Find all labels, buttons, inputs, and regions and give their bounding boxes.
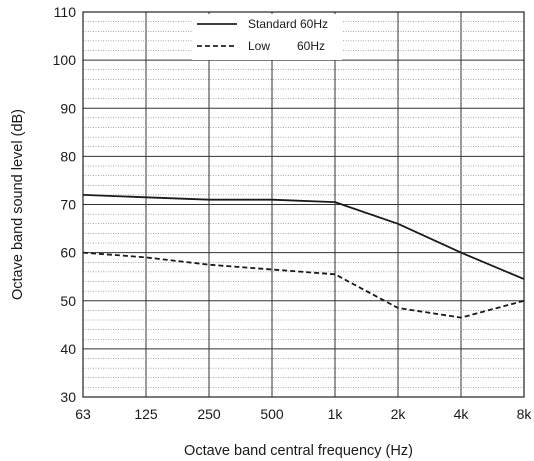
x-tick-label: 4k	[454, 406, 470, 422]
x-axis-tick-labels: 63 125 250 500 1k 2k 4k 8k	[75, 406, 532, 422]
series-layer	[82, 194, 525, 319]
minor-gridlines	[83, 21, 524, 388]
legend-box	[192, 14, 342, 60]
x-tick-label: 1k	[328, 406, 344, 422]
x-tick-label: 2k	[391, 406, 407, 422]
y-tick-label: 40	[60, 341, 76, 357]
legend: Standard 60Hz Low 60Hz	[192, 14, 342, 60]
y-tick-label: 30	[60, 389, 76, 405]
x-tick-label: 500	[260, 406, 284, 422]
y-tick-label: 80	[60, 148, 76, 164]
y-tick-label: 100	[53, 52, 77, 68]
x-tick-label: 250	[197, 406, 221, 422]
legend-frequency-low: 60Hz	[297, 39, 325, 53]
series-line-low	[82, 251, 525, 319]
series-line-standard	[82, 194, 525, 280]
plot-area-frame	[82, 11, 525, 398]
x-tick-label: 8k	[517, 406, 533, 422]
y-tick-label: 70	[60, 197, 76, 213]
x-tick-label: 125	[134, 406, 158, 422]
y-tick-label: 60	[60, 245, 76, 261]
legend-label-standard: Standard	[248, 17, 297, 31]
y-axis-tick-labels: 30 40 50 60 70 80 90 100 110	[53, 4, 77, 405]
legend-frequency-standard: 60Hz	[300, 17, 328, 31]
x-tick-label: 63	[75, 406, 91, 422]
y-tick-label: 110	[54, 4, 77, 20]
major-gridlines	[83, 12, 524, 397]
legend-label-low: Low	[248, 39, 270, 53]
y-tick-label: 50	[60, 293, 76, 309]
y-axis-title: Octave band sound level (dB)	[10, 109, 26, 300]
x-axis-title: Octave band central frequency (Hz)	[184, 443, 413, 459]
y-tick-label: 90	[60, 100, 76, 116]
